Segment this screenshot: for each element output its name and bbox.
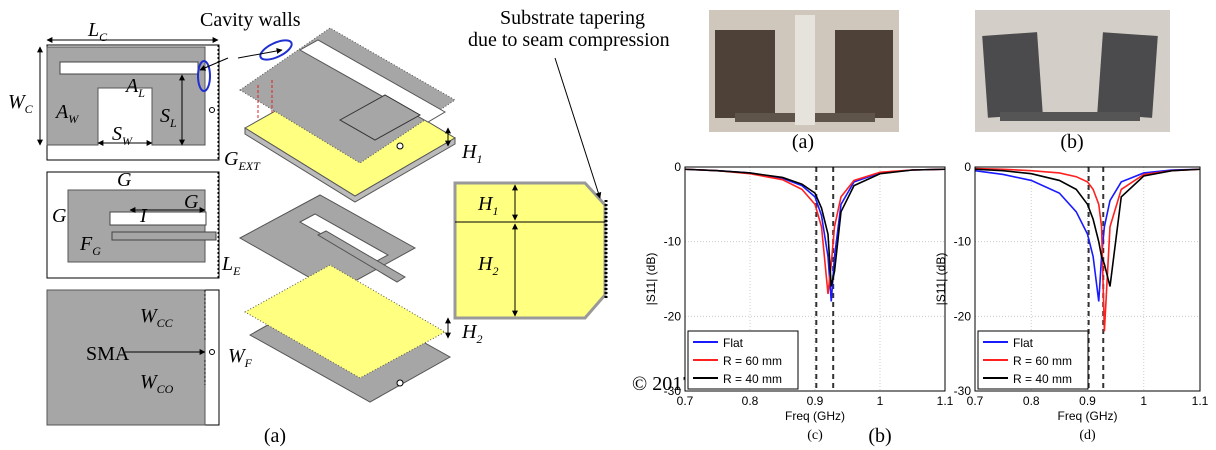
label-sub: E [232,264,241,278]
label-main: A [124,75,139,97]
label-sub: G [92,244,101,258]
y-tick-label: -20 [954,309,972,323]
dimension-label: G [117,169,132,191]
photo-caption: (b) [1060,131,1083,153]
legend-label: Flat [1013,336,1034,350]
legend-label: R = 40 mm [1013,372,1072,386]
dimension-label: G [52,205,67,227]
label-sub: C [25,102,34,116]
x-tick-label: 0.7 [967,394,984,408]
x-axis-label: Freq (GHz) [1058,409,1118,423]
x-tick-label: 0.8 [742,394,759,408]
x-tick-label: 1 [877,394,884,408]
label-sub: CC [157,316,174,330]
label-main: I [139,205,148,227]
x-tick-label: 0.8 [1023,394,1040,408]
label-main: L [87,19,99,41]
dimension-label: LC [87,19,108,44]
y-tick-label: -20 [664,309,682,323]
photo-caption: (a) [792,131,814,153]
x-tick-label: 1 [1140,394,1147,408]
dimension-label: WC [8,91,34,116]
label-main: H [477,193,494,215]
tapering-label: Substrate tapering [500,7,645,29]
x-tick-label: 0.9 [1079,394,1096,408]
legend-label: R = 60 mm [723,354,782,368]
x-axis-label: Freq (GHz) [785,409,845,423]
dimension-label: H2 [461,321,482,346]
feed-view [47,172,219,278]
exploded-view [240,28,455,402]
y-axis-label: |S11| (dB) [644,253,658,306]
label-main: G [117,169,132,191]
dimension-label: I [139,205,148,227]
photo-a [709,10,899,132]
label-sub: EXT [237,159,261,173]
tapering-label: due to seam compression [468,29,670,51]
figure-caption: (a) [264,425,286,447]
cavity-walls-label: Cavity walls [200,9,301,31]
label-sub: 1 [476,152,482,166]
label-main: S [112,123,122,145]
label-main: G [52,205,67,227]
label-main: F [79,233,93,255]
sma-label: SMA [86,343,130,365]
y-tick-label: -10 [954,235,972,249]
label-main: H [461,141,478,163]
label-main: H [461,321,478,343]
dimension-label: G [184,191,199,213]
x-tick-label: 1.1 [937,394,954,408]
legend-label: R = 40 mm [723,372,782,386]
label-main: S [160,105,170,127]
x-tick-label: 0.7 [677,394,694,408]
chart-caption: (c) [807,428,823,443]
dimension-label: H1 [461,141,482,166]
label-main: L [221,253,233,275]
ground-view [47,290,219,425]
y-tick-label: 0 [964,160,971,174]
y-axis-label: |S11| (dB) [934,253,948,306]
label-sub: CO [157,382,174,396]
x-tick-label: 1.1 [1192,394,1209,408]
label-sub: 1 [492,204,498,218]
legend-label: R = 60 mm [1013,354,1072,368]
label-sub: 2 [476,332,482,346]
figure-caption: (b) [868,425,891,447]
dimension-label: GEXT [224,148,261,173]
chart-caption: (d) [1079,428,1096,443]
y-tick-label: 0 [674,160,681,174]
dimension-label: LE [221,253,241,278]
label-sub: W [122,134,133,148]
x-tick-label: 0.9 [807,394,824,408]
label-main: H [477,253,494,275]
label-sub: L [137,86,145,100]
photo-b [975,10,1170,132]
label-sub: F [244,356,253,370]
legend-label: Flat [723,336,744,350]
label-sub: C [99,30,108,44]
figure: Cavity walls Substrate tapering due to s… [0,0,1216,450]
label-main: G [184,191,199,213]
y-tick-label: -10 [664,235,682,249]
dimension-label: WF [228,345,253,370]
label-main: G [224,148,239,170]
label-sub: L [169,116,177,130]
label-sub: 2 [492,264,498,278]
label-main: A [54,101,69,123]
label-sub: W [68,112,79,126]
